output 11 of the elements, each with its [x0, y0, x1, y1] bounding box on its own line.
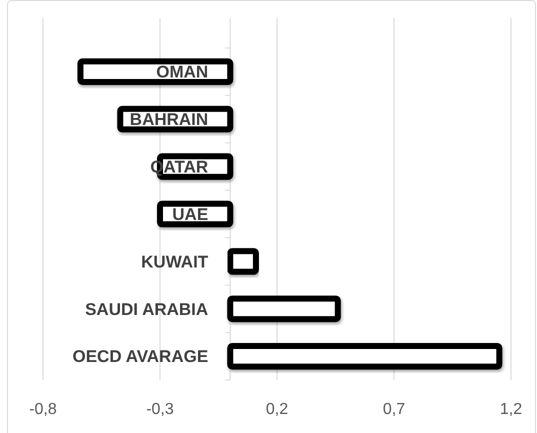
- y-tick-label: OECD AVARAGE: [72, 347, 208, 366]
- x-tick-label: 1,2: [500, 401, 522, 418]
- x-tick-label: -0,8: [29, 401, 57, 418]
- y-tick-label: BAHRAIN: [130, 110, 208, 130]
- x-tick-label: 0,7: [382, 401, 406, 418]
- x-tick-label: 0,2: [266, 401, 288, 418]
- y-tick-label: KUWAIT: [141, 252, 209, 272]
- y-tick-label: UAE: [172, 204, 208, 224]
- x-tick-label: -0,3: [146, 401, 174, 418]
- y-tick-label: OMAN: [156, 62, 208, 82]
- y-tick-label: SAUDI ARABIA: [85, 300, 208, 319]
